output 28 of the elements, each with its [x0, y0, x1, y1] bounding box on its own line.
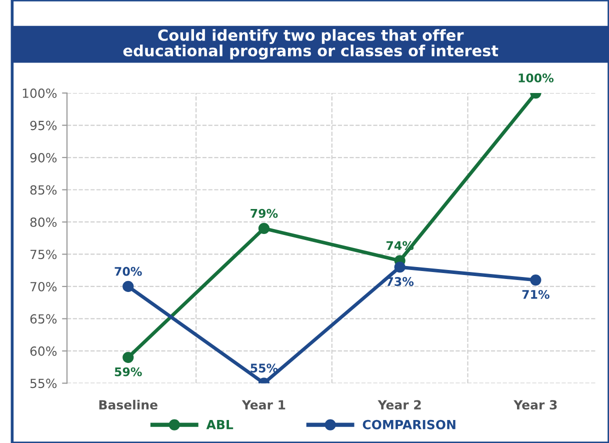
- y-tick-label: 85%: [30, 185, 57, 195]
- y-tick-label: 95%: [30, 120, 57, 130]
- data-label: 79%: [250, 208, 278, 218]
- x-tick-label: Year 3: [514, 400, 557, 410]
- x-tick-label: Year 1: [242, 400, 286, 410]
- y-tick-label: 60%: [30, 346, 57, 356]
- x-tick-label: Baseline: [99, 400, 158, 410]
- data-label: 55%: [250, 364, 278, 373]
- data-label: 70%: [114, 266, 142, 276]
- data-label: 100%: [518, 73, 554, 82]
- point: [530, 274, 542, 286]
- data-label: 59%: [114, 367, 142, 376]
- x-tick-label: Year 2: [378, 400, 421, 410]
- y-tick-label: 75%: [30, 250, 57, 260]
- y-tick-label: 65%: [30, 314, 57, 324]
- data-label: 71%: [522, 290, 550, 299]
- y-tick-label: 100%: [22, 88, 57, 98]
- y-tick-label: 55%: [30, 378, 57, 388]
- legend-label: ABL: [206, 420, 234, 430]
- y-tick-label: 70%: [30, 282, 57, 292]
- chart-title: Could identify two places that offer educational programs or classes of interest: [123, 29, 498, 60]
- legend-label: COMPARISON: [362, 420, 456, 430]
- y-tick-label: 80%: [30, 217, 57, 227]
- point: [122, 280, 134, 292]
- point: [258, 222, 270, 234]
- point: [394, 262, 406, 273]
- point: [122, 352, 134, 363]
- y-tick-label: 90%: [30, 152, 57, 162]
